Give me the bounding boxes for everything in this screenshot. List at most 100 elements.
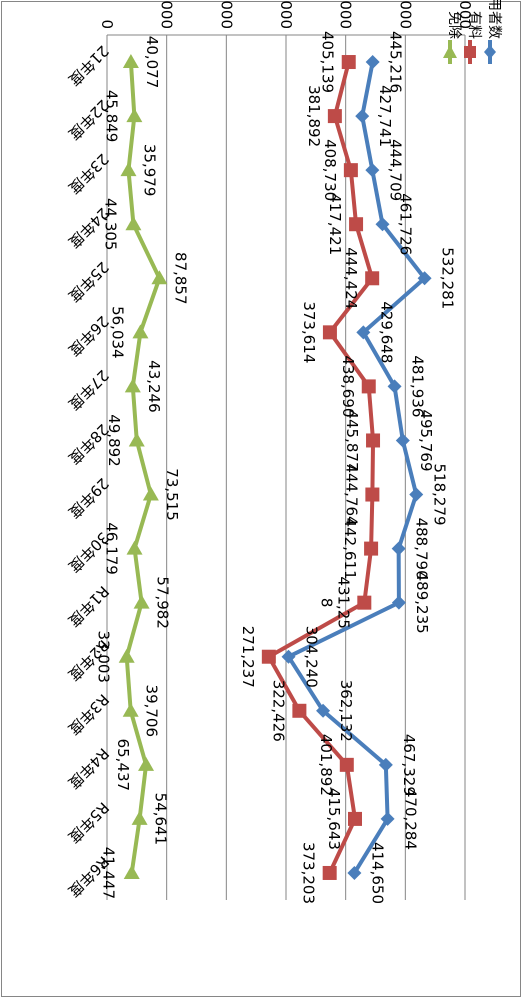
series-marker	[322, 865, 337, 880]
legend-marker	[464, 46, 476, 58]
series-marker	[417, 271, 432, 286]
series-line-1	[286, 61, 427, 875]
series-marker	[122, 702, 139, 717]
data-label: 73,515	[163, 468, 181, 521]
series-line-2	[266, 61, 376, 874]
series-marker	[365, 487, 380, 502]
data-label: 56,034	[108, 306, 126, 359]
legend-label: 有料	[466, 11, 482, 39]
data-label: 41,447	[100, 847, 118, 900]
data-label: 481,936	[409, 355, 427, 417]
y-tick-label: 100,000	[158, 0, 176, 29]
data-label: 438,690	[339, 355, 357, 417]
y-tick-label: 300,000	[277, 0, 295, 29]
data-label: 408,730	[321, 139, 339, 201]
data-label: 45,849	[102, 90, 120, 143]
legend-label: 免除	[446, 11, 462, 39]
data-label: 40,077	[143, 36, 161, 89]
series-marker	[361, 379, 376, 394]
series-marker	[409, 487, 424, 502]
data-label: 65,437	[114, 739, 132, 792]
data-label: 304,240	[303, 626, 321, 688]
y-tick-label: 600,000	[456, 0, 474, 29]
gridlines	[166, 35, 466, 900]
data-label: 467,329	[400, 734, 418, 796]
series-marker	[131, 810, 148, 825]
data-label: 417,421	[326, 193, 344, 255]
data-label: 489,235	[413, 572, 431, 634]
data-label: 39,706	[143, 685, 161, 738]
series-marker	[126, 108, 143, 123]
data-label: 444,764	[342, 464, 360, 526]
data-label: 87,857	[171, 252, 189, 305]
series-marker	[341, 55, 356, 70]
series-marker	[292, 703, 307, 718]
data-label: 442,611	[341, 518, 359, 580]
series-marker	[126, 540, 143, 555]
legend-label: 総利用者数	[486, 0, 502, 39]
data-label: 49,892	[105, 414, 123, 467]
data-label: 373,614	[300, 301, 318, 363]
series-marker	[366, 433, 381, 448]
data-label: 271,237	[239, 626, 257, 688]
data-label: 488,790	[413, 518, 431, 580]
series-marker	[120, 162, 137, 177]
data-label: 43,246	[145, 360, 163, 413]
legend-marker	[443, 45, 457, 58]
data-label: 431,25	[334, 576, 352, 629]
series-marker	[343, 163, 358, 178]
y-tick-label: 200,000	[217, 0, 235, 29]
series-marker	[365, 271, 380, 286]
series-marker	[387, 379, 402, 394]
series-marker	[138, 756, 155, 771]
data-label: 414,650	[368, 842, 386, 904]
data-label: 8	[317, 598, 335, 608]
data-label: 405,139	[319, 31, 337, 93]
series-marker	[261, 649, 276, 664]
data-label: 444,424	[342, 247, 360, 309]
series-marker	[322, 325, 337, 340]
legend-marker	[484, 45, 496, 59]
y-tick-label: 400,000	[337, 0, 355, 29]
series-marker	[151, 270, 168, 285]
series-marker	[380, 811, 395, 826]
series-line-3	[124, 61, 162, 874]
data-label: 470,284	[402, 788, 420, 850]
series-marker	[327, 109, 342, 124]
data-label: 461,726	[396, 193, 414, 255]
series-layer	[118, 54, 432, 880]
data-label: 46,179	[103, 522, 121, 575]
data-label: 381,892	[305, 85, 323, 147]
series-marker	[395, 433, 410, 448]
series-marker	[339, 757, 354, 772]
series-marker	[118, 648, 135, 663]
series-marker	[132, 324, 149, 339]
series-marker	[348, 811, 363, 826]
series-marker	[122, 54, 139, 69]
data-label: 415,643	[325, 788, 343, 850]
data-label: 54,641	[152, 793, 170, 846]
series-marker	[391, 595, 406, 610]
series-marker	[123, 864, 140, 879]
data-label: 429,648	[377, 301, 395, 363]
data-label: 401,892	[317, 734, 335, 796]
data-label: 373,203	[300, 842, 318, 904]
data-label: 427,741	[376, 85, 394, 147]
data-label: 518,279	[430, 464, 448, 526]
series-marker	[378, 757, 393, 772]
data-label: 495,769	[417, 409, 435, 471]
series-marker	[364, 541, 379, 556]
series-marker	[125, 216, 142, 231]
y-tick-label: 500,000	[396, 0, 414, 29]
series-marker	[349, 217, 364, 232]
data-label: 57,982	[154, 576, 172, 629]
series-marker	[133, 594, 150, 609]
data-label: 445,216	[387, 31, 405, 93]
data-label: 445,877	[343, 409, 361, 471]
data-label: 44,305	[101, 198, 119, 251]
